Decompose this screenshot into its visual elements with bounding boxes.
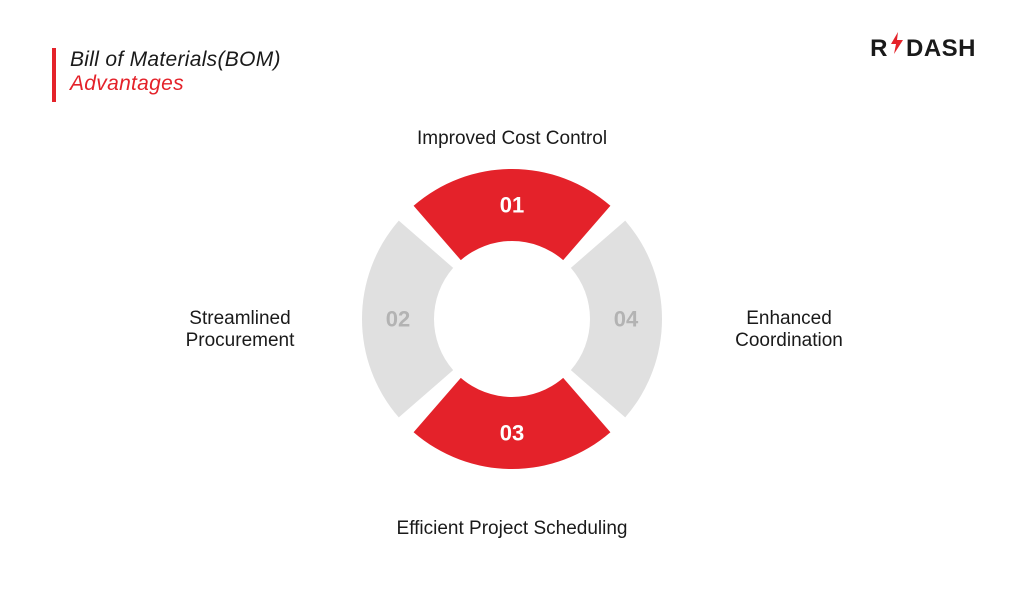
title-accent-bar [52, 48, 56, 102]
segment-label-01: Improved Cost Control [417, 128, 607, 150]
ring-diagram: 01 02 03 04 [352, 159, 672, 479]
logo-text-after: DASH [906, 35, 976, 63]
ring-number-01: 01 [500, 193, 524, 218]
segment-label-03: Efficient Project Scheduling [397, 518, 628, 540]
logo-text-before: R [870, 35, 888, 63]
page-title: Bill of Materials(BOM) Advantages [70, 48, 281, 96]
title-secondary: Advantages [70, 72, 281, 96]
title-primary: Bill of Materials(BOM) [70, 48, 281, 72]
ring-number-03: 03 [500, 421, 524, 446]
ring-number-02: 02 [386, 307, 410, 332]
segment-label-02: Streamlined Procurement [160, 308, 320, 352]
ring-number-04: 04 [614, 307, 639, 332]
segment-label-04: Enhanced Coordination [709, 308, 869, 352]
bolt-icon [889, 32, 905, 61]
brand-logo: R DASH [870, 34, 976, 63]
